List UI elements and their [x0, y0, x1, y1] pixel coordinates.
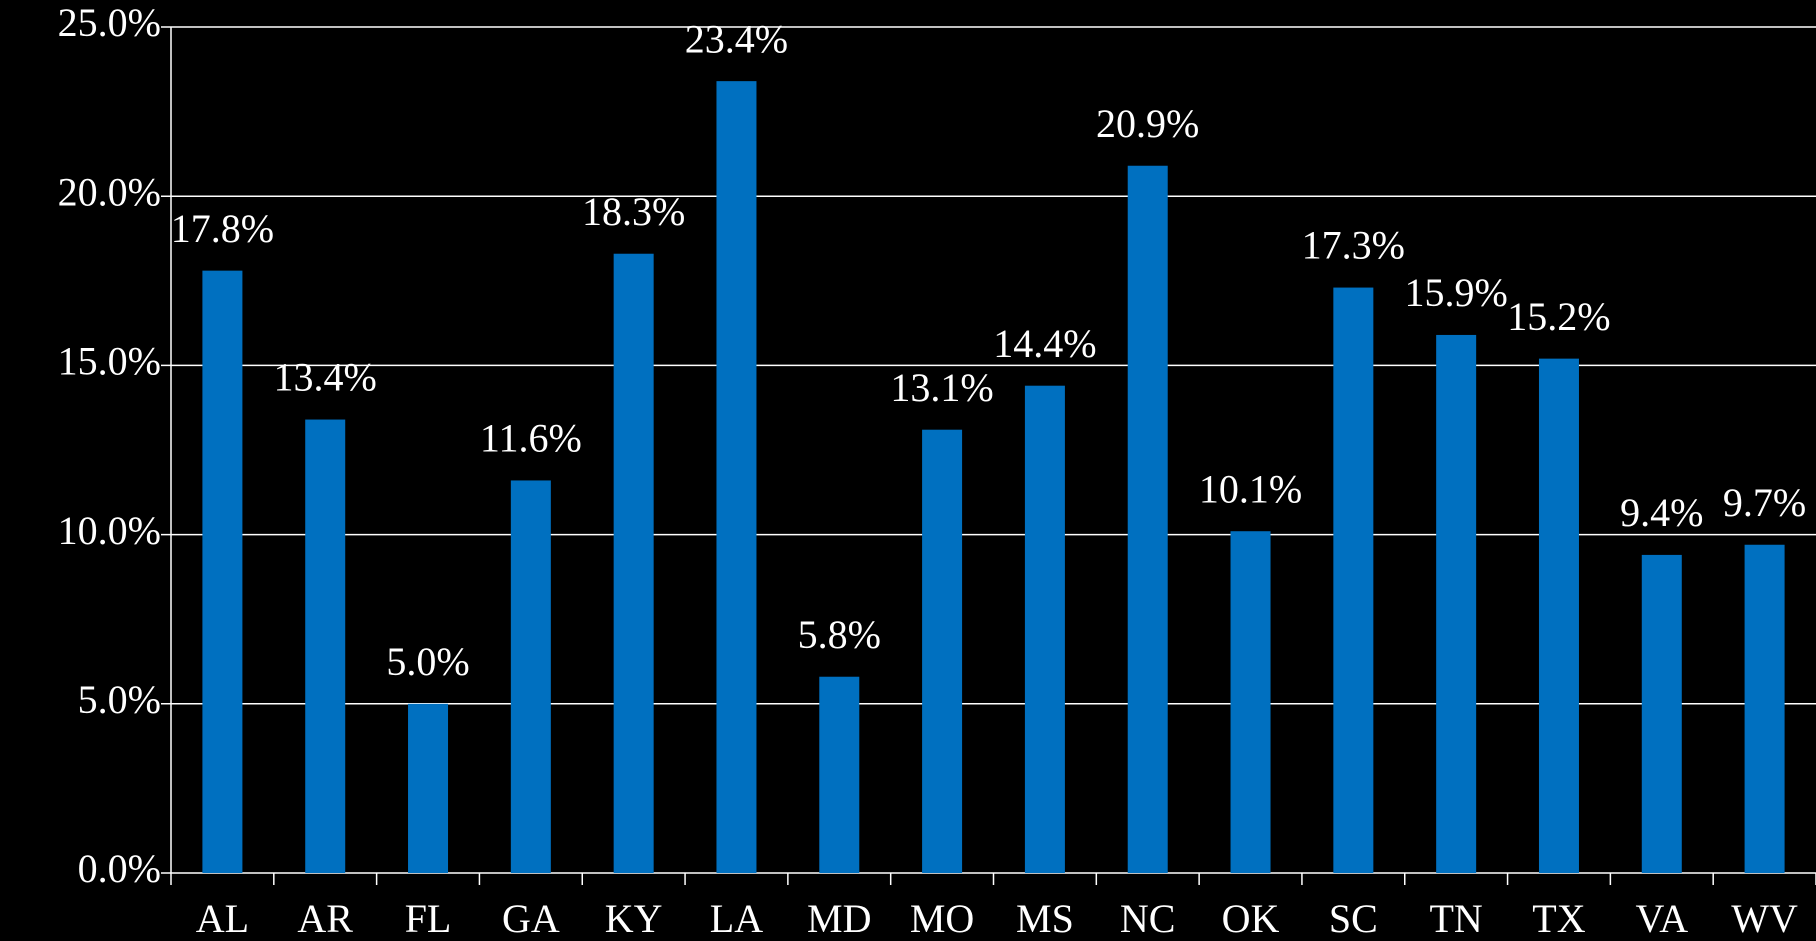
x-tick-label: AR [297, 896, 353, 941]
x-tick-label: MD [807, 896, 871, 941]
x-tick-label: KY [605, 896, 663, 941]
x-tick-label: OK [1222, 896, 1280, 941]
data-label: 20.9% [1096, 101, 1199, 146]
x-tick-label: TX [1532, 896, 1585, 941]
x-tick-label: FL [405, 896, 452, 941]
y-tick-label: 10.0% [58, 508, 161, 553]
data-label: 9.4% [1620, 490, 1703, 535]
x-tick-label: VA [1635, 896, 1688, 941]
data-label: 14.4% [993, 321, 1096, 366]
x-tick-label: AL [196, 896, 249, 941]
bar [1641, 554, 1682, 873]
x-tick-label: TN [1429, 896, 1482, 941]
data-label: 13.1% [890, 365, 993, 410]
data-label: 15.9% [1404, 270, 1507, 315]
y-tick-label: 5.0% [78, 677, 161, 722]
y-tick-label: 0.0% [78, 846, 161, 891]
x-tick-label: GA [502, 896, 560, 941]
data-label: 15.2% [1507, 294, 1610, 339]
bar [1024, 385, 1065, 873]
x-tick-label: WV [1731, 896, 1798, 941]
x-tick-label: MS [1016, 896, 1074, 941]
data-label: 5.8% [798, 612, 881, 657]
x-tick-label: SC [1329, 896, 1378, 941]
data-label: 11.6% [480, 416, 582, 461]
x-tick-label: MO [910, 896, 974, 941]
x-tick-label: LA [710, 896, 763, 941]
bar [1436, 334, 1477, 874]
bar [305, 419, 346, 873]
data-label: 5.0% [386, 639, 469, 684]
y-tick-label: 25.0% [58, 0, 161, 45]
x-tick-label: NC [1120, 896, 1176, 941]
data-label: 18.3% [582, 189, 685, 234]
data-label: 17.8% [171, 206, 274, 251]
bar [922, 429, 963, 873]
bar [1333, 287, 1374, 873]
data-label: 13.4% [274, 355, 377, 400]
y-tick-label: 20.0% [58, 169, 161, 214]
bar [1127, 165, 1168, 873]
bar [408, 703, 449, 873]
data-label: 10.1% [1199, 466, 1302, 511]
bar [1230, 531, 1271, 873]
y-tick-label: 15.0% [58, 339, 161, 384]
bar [819, 676, 860, 873]
data-label: 23.4% [685, 16, 788, 61]
bar [202, 270, 243, 873]
data-label: 9.7% [1723, 480, 1806, 525]
data-label: 17.3% [1302, 223, 1405, 268]
bar [1744, 544, 1785, 873]
bar [613, 253, 654, 873]
bar [510, 480, 551, 873]
bar [716, 81, 757, 874]
bar [1538, 358, 1579, 874]
